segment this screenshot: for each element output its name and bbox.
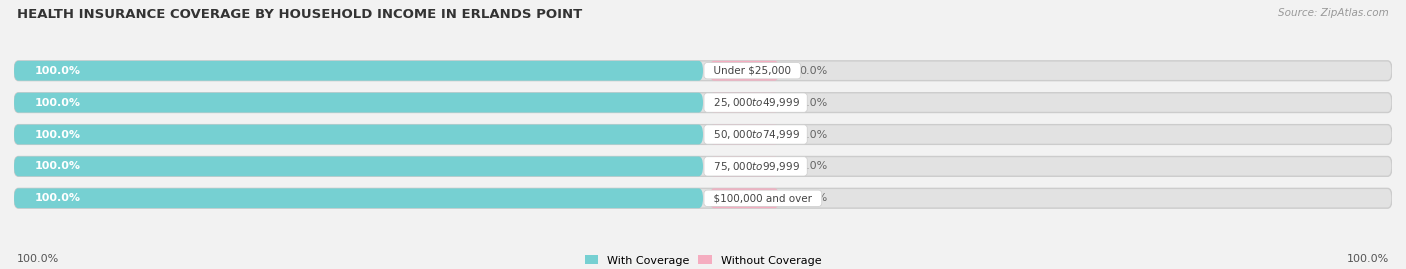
FancyBboxPatch shape bbox=[14, 188, 1392, 208]
FancyBboxPatch shape bbox=[14, 61, 703, 81]
Text: 100.0%: 100.0% bbox=[17, 254, 59, 264]
FancyBboxPatch shape bbox=[14, 188, 703, 208]
Text: 0.0%: 0.0% bbox=[800, 193, 828, 203]
FancyBboxPatch shape bbox=[14, 61, 1392, 81]
FancyBboxPatch shape bbox=[14, 157, 703, 176]
Text: 100.0%: 100.0% bbox=[35, 161, 80, 171]
FancyBboxPatch shape bbox=[14, 125, 703, 144]
Text: 100.0%: 100.0% bbox=[35, 98, 80, 108]
FancyBboxPatch shape bbox=[710, 188, 779, 208]
FancyBboxPatch shape bbox=[14, 93, 1392, 112]
FancyBboxPatch shape bbox=[710, 125, 779, 144]
Text: $75,000 to $99,999: $75,000 to $99,999 bbox=[707, 160, 804, 173]
FancyBboxPatch shape bbox=[14, 93, 703, 112]
Text: 100.0%: 100.0% bbox=[35, 66, 80, 76]
FancyBboxPatch shape bbox=[710, 61, 779, 81]
FancyBboxPatch shape bbox=[14, 125, 1392, 144]
Text: $100,000 and over: $100,000 and over bbox=[707, 193, 818, 203]
Text: 0.0%: 0.0% bbox=[800, 129, 828, 140]
Text: Under $25,000: Under $25,000 bbox=[707, 66, 797, 76]
Text: 0.0%: 0.0% bbox=[800, 66, 828, 76]
Text: 100.0%: 100.0% bbox=[35, 193, 80, 203]
Text: HEALTH INSURANCE COVERAGE BY HOUSEHOLD INCOME IN ERLANDS POINT: HEALTH INSURANCE COVERAGE BY HOUSEHOLD I… bbox=[17, 8, 582, 21]
FancyBboxPatch shape bbox=[710, 93, 779, 112]
Text: 100.0%: 100.0% bbox=[1347, 254, 1389, 264]
Text: Source: ZipAtlas.com: Source: ZipAtlas.com bbox=[1278, 8, 1389, 18]
FancyBboxPatch shape bbox=[710, 157, 779, 176]
Text: 0.0%: 0.0% bbox=[800, 98, 828, 108]
FancyBboxPatch shape bbox=[14, 157, 1392, 176]
Text: $25,000 to $49,999: $25,000 to $49,999 bbox=[707, 96, 804, 109]
Legend: With Coverage, Without Coverage: With Coverage, Without Coverage bbox=[581, 251, 825, 269]
Text: 0.0%: 0.0% bbox=[800, 161, 828, 171]
Text: 100.0%: 100.0% bbox=[35, 129, 80, 140]
Text: $50,000 to $74,999: $50,000 to $74,999 bbox=[707, 128, 804, 141]
